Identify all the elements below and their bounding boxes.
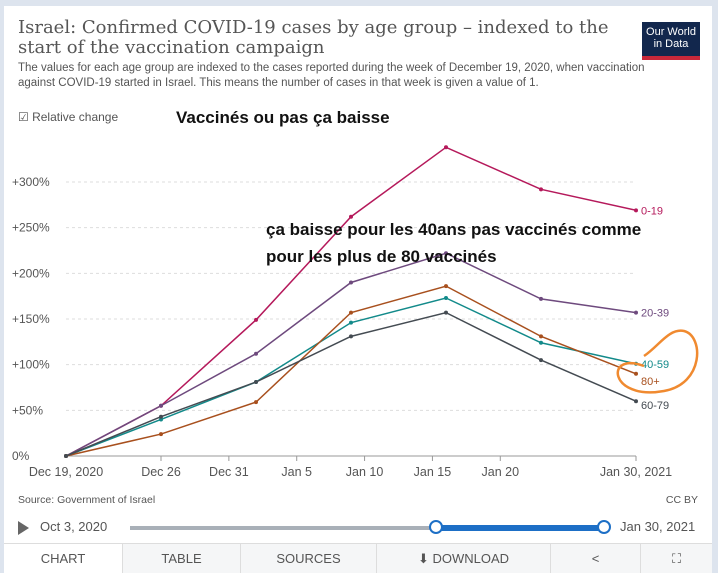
x-tick-label: Jan 20 bbox=[482, 465, 520, 479]
data-point-0-19 bbox=[254, 317, 258, 322]
share-icon[interactable]: < bbox=[550, 544, 640, 573]
series-line-0-19 bbox=[65, 146, 637, 457]
x-tick-label: Jan 15 bbox=[414, 465, 452, 479]
tab-bar: CHART TABLE SOURCES ⬇ DOWNLOAD < ⛶ bbox=[4, 543, 712, 573]
data-point-80+ bbox=[349, 310, 353, 315]
y-tick-label: +100% bbox=[12, 358, 50, 372]
legend-label-0-19: 0-19 bbox=[641, 205, 663, 217]
chart-title: Israel: Confirmed COVID-19 cases by age … bbox=[18, 17, 609, 58]
data-point-80+ bbox=[159, 432, 163, 437]
y-tick-label: +250% bbox=[12, 221, 50, 235]
annotation-middle-2: pour les plus de 80 vaccinés bbox=[266, 247, 497, 266]
x-tick-label: Dec 19, 2020 bbox=[29, 465, 103, 479]
relative-change-checkbox[interactable]: ☑ Relative change bbox=[18, 110, 119, 124]
data-point-60-79 bbox=[159, 414, 163, 419]
x-tick-label: Jan 5 bbox=[281, 465, 312, 479]
data-point-80+ bbox=[444, 284, 448, 289]
chart-subtitle: The values for each age group are indexe… bbox=[18, 62, 645, 89]
data-point-0-19 bbox=[634, 208, 638, 213]
data-point-80+ bbox=[539, 334, 543, 339]
data-point-60-79 bbox=[64, 454, 68, 458]
timeline-end-handle[interactable] bbox=[597, 520, 611, 534]
legend-label-60-79: 60-79 bbox=[641, 400, 669, 412]
tab-download[interactable]: ⬇ DOWNLOAD bbox=[376, 544, 550, 573]
timeline-end-label: Jan 30, 2021 bbox=[620, 519, 696, 534]
y-tick-label: +50% bbox=[12, 403, 43, 417]
annotation-top: Vaccinés ou pas ça baisse bbox=[176, 108, 390, 127]
y-tick-label: +150% bbox=[12, 312, 50, 326]
data-point-20-39 bbox=[444, 251, 448, 256]
timeline: Oct 3, 2020 Jan 30, 2021 bbox=[4, 516, 712, 540]
data-point-60-79 bbox=[254, 380, 258, 385]
data-point-0-19 bbox=[444, 145, 448, 150]
data-point-60-79 bbox=[349, 334, 353, 339]
data-point-40-59 bbox=[349, 320, 353, 325]
data-point-40-59 bbox=[444, 295, 448, 300]
data-point-0-19 bbox=[539, 187, 543, 192]
timeline-start-label: Oct 3, 2020 bbox=[40, 519, 108, 534]
tab-chart[interactable]: CHART bbox=[4, 544, 122, 573]
tab-table[interactable]: TABLE bbox=[122, 544, 240, 573]
fullscreen-icon[interactable]: ⛶ bbox=[640, 544, 712, 573]
timeline-selected-range bbox=[436, 525, 604, 531]
y-tick-label: +300% bbox=[12, 175, 50, 189]
annotation-middle-1: ça baisse pour les 40ans pas vaccinés co… bbox=[266, 220, 642, 239]
y-tick-label: +200% bbox=[12, 266, 50, 280]
data-point-40-59 bbox=[159, 417, 163, 422]
x-tick-label: Dec 31 bbox=[209, 465, 249, 479]
data-point-40-59 bbox=[539, 340, 543, 345]
x-tick-label: Dec 26 bbox=[141, 465, 181, 479]
data-point-20-39 bbox=[254, 351, 258, 356]
data-point-20-39 bbox=[539, 296, 543, 301]
data-point-0-19 bbox=[349, 214, 353, 219]
line-chart: 0% +50% +100% +150% +200% +250% +300% Dec 19, 2… bbox=[12, 145, 699, 479]
license-link[interactable]: CC BY bbox=[665, 494, 698, 506]
tab-sources[interactable]: SOURCES bbox=[240, 544, 376, 573]
data-point-60-79 bbox=[444, 310, 448, 315]
owid-logo[interactable]: Our World in Data bbox=[642, 22, 700, 60]
source-text: Source: Government of Israel bbox=[18, 494, 156, 506]
x-tick-label: Jan 30, 2021 bbox=[600, 465, 672, 479]
data-point-20-39 bbox=[634, 310, 638, 315]
series-line-60-79 bbox=[65, 311, 637, 457]
timeline-track[interactable] bbox=[130, 526, 604, 530]
timeline-start-handle[interactable] bbox=[429, 520, 443, 534]
data-point-60-79 bbox=[539, 358, 543, 363]
chart-card: Israel: Confirmed COVID-19 cases by age … bbox=[4, 6, 712, 573]
data-point-80+ bbox=[254, 400, 258, 405]
legend-label-80+: 80+ bbox=[641, 376, 660, 388]
data-point-60-79 bbox=[634, 399, 638, 404]
data-point-20-39 bbox=[349, 280, 353, 285]
x-tick-label: Jan 10 bbox=[346, 465, 384, 479]
legend-label-40-59: 40-59 bbox=[641, 359, 669, 371]
legend-label-20-39: 20-39 bbox=[641, 308, 669, 320]
data-point-20-39 bbox=[159, 403, 163, 408]
highlight-circle bbox=[616, 329, 699, 394]
play-icon[interactable] bbox=[18, 521, 29, 535]
data-point-80+ bbox=[634, 371, 638, 376]
y-tick-label: 0% bbox=[12, 449, 30, 463]
